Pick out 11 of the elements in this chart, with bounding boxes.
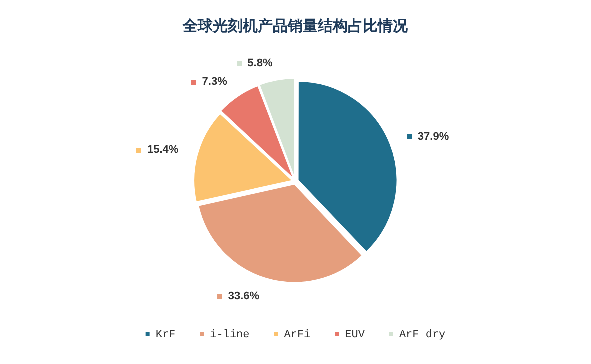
chart-title: 全球光刻机产品销量结构占比情况 [182,16,409,35]
legend-label: KrF [156,329,176,342]
data-label: 37.9% [418,131,450,144]
data-label: 7.3% [202,76,228,88]
data-label: 15.4% [147,144,179,156]
legend-label: EUV [345,329,366,342]
legend-label: i-line [210,329,250,342]
data-label: 33.6% [228,290,260,302]
legend-label: ArFi [284,329,312,342]
data-label: 5.8% [248,58,273,70]
legend-label: ArF dry [399,329,446,342]
